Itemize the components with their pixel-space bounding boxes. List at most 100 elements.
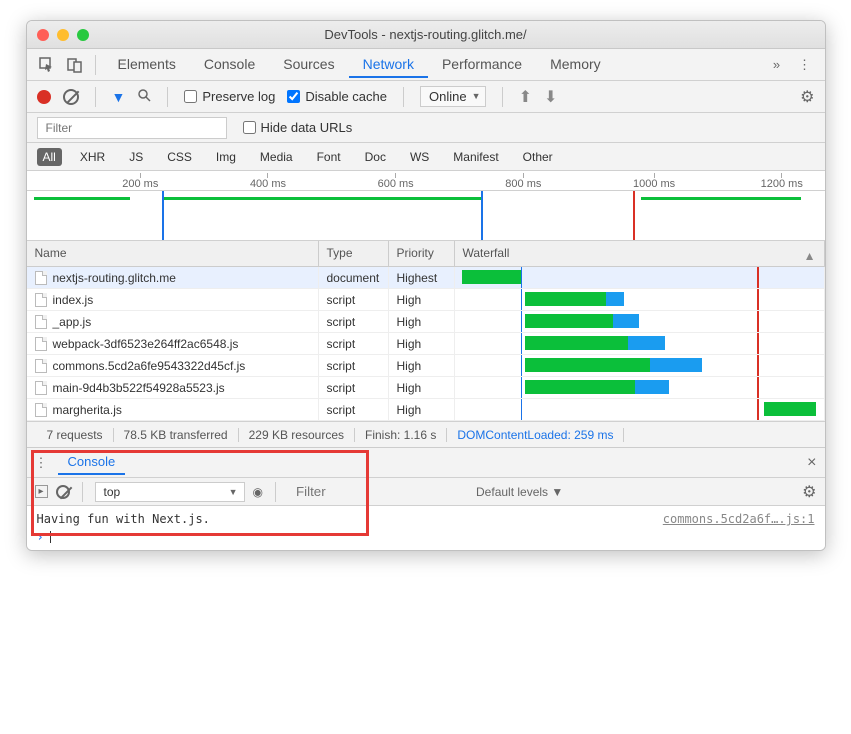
ruler-tick: 600 ms xyxy=(378,173,414,190)
overview-marker-line xyxy=(162,191,164,240)
clear-icon[interactable] xyxy=(63,89,79,105)
request-priority: High xyxy=(389,311,455,332)
type-filter-js[interactable]: JS xyxy=(123,148,149,166)
filter-toggle-icon[interactable]: ▼ xyxy=(112,89,126,105)
status-item: 78.5 KB transferred xyxy=(114,428,239,442)
waterfall-cell xyxy=(455,289,825,310)
overview-bar xyxy=(162,197,481,200)
hide-dataurls-checkbox[interactable]: Hide data URLs xyxy=(243,120,353,135)
filter-bar: Hide data URLs xyxy=(27,113,825,143)
col-priority[interactable]: Priority xyxy=(389,241,455,266)
drawer-kebab-icon[interactable]: ⋮ xyxy=(35,455,48,471)
settings-gear-icon[interactable]: ⚙ xyxy=(800,87,814,107)
type-filter-css[interactable]: CSS xyxy=(161,148,198,166)
console-clear-icon[interactable] xyxy=(56,485,70,499)
ruler-tick: 200 ms xyxy=(122,173,158,190)
console-settings-icon[interactable]: ⚙ xyxy=(802,482,816,502)
request-name: index.js xyxy=(53,293,94,307)
waterfall-bar xyxy=(628,336,665,350)
request-name: main-9d4b3b522f54928a5523.js xyxy=(53,381,225,395)
timeline-overview[interactable] xyxy=(27,191,825,241)
waterfall-bar xyxy=(525,336,628,350)
request-priority: Highest xyxy=(389,267,455,288)
tab-sources[interactable]: Sources xyxy=(269,52,348,78)
disable-cache-checkbox[interactable]: Disable cache xyxy=(287,89,387,104)
zoom-window-button[interactable] xyxy=(77,29,89,41)
tab-console[interactable]: Console xyxy=(190,52,269,78)
console-prompt[interactable]: › xyxy=(27,528,825,546)
status-item[interactable]: DOMContentLoaded: 259 ms xyxy=(447,428,624,442)
type-filter-other[interactable]: Other xyxy=(517,148,559,166)
drawer-tab-console[interactable]: Console xyxy=(58,450,126,475)
type-filter-font[interactable]: Font xyxy=(311,148,347,166)
tab-performance[interactable]: Performance xyxy=(428,52,536,78)
waterfall-bar xyxy=(525,380,636,394)
request-row[interactable]: _app.jsscriptHigh xyxy=(27,311,825,333)
waterfall-cell xyxy=(455,399,825,420)
console-sidebar-toggle-icon[interactable]: ▸ xyxy=(35,485,48,498)
request-name: nextjs-routing.glitch.me xyxy=(53,271,176,285)
request-row[interactable]: commons.5cd2a6fe9543322d45cf.jsscriptHig… xyxy=(27,355,825,377)
filter-input[interactable] xyxy=(37,117,227,139)
type-filter-doc[interactable]: Doc xyxy=(359,148,392,166)
type-filter-manifest[interactable]: Manifest xyxy=(447,148,504,166)
file-icon xyxy=(35,271,47,285)
log-message: Having fun with Next.js. xyxy=(37,512,210,526)
col-waterfall[interactable]: Waterfall▲ xyxy=(455,241,825,266)
file-icon xyxy=(35,337,47,351)
request-type: script xyxy=(319,311,389,332)
overview-bar xyxy=(34,197,130,200)
log-levels-select[interactable]: Default levels ▼ xyxy=(476,485,563,499)
type-filter-ws[interactable]: WS xyxy=(404,148,435,166)
file-icon xyxy=(35,381,47,395)
request-priority: High xyxy=(389,355,455,376)
upload-har-icon[interactable]: ⬆ xyxy=(519,87,532,107)
request-type: script xyxy=(319,377,389,398)
traffic-lights xyxy=(37,29,89,41)
file-icon xyxy=(35,293,47,307)
log-source-link[interactable]: commons.5cd2a6f….js:1 xyxy=(663,512,815,526)
waterfall-bar xyxy=(606,292,624,306)
timeline-ruler: 200 ms400 ms600 ms800 ms1000 ms1200 ms xyxy=(27,171,825,191)
type-filter-img[interactable]: Img xyxy=(210,148,242,166)
waterfall-bar xyxy=(462,270,521,284)
type-filter-all[interactable]: All xyxy=(37,148,62,166)
tab-elements[interactable]: Elements xyxy=(104,52,190,78)
download-har-icon[interactable]: ⬇ xyxy=(544,87,557,107)
live-expression-icon[interactable]: ◉ xyxy=(253,485,263,499)
console-log-line: Having fun with Next.js. commons.5cd2a6f… xyxy=(27,510,825,528)
type-filter-xhr[interactable]: XHR xyxy=(74,148,111,166)
record-button[interactable] xyxy=(37,90,51,104)
console-filter-input[interactable] xyxy=(288,481,468,502)
kebab-menu-icon[interactable]: ⋮ xyxy=(793,53,817,77)
request-type: script xyxy=(319,399,389,420)
devtools-window: DevTools - nextjs-routing.glitch.me/ Ele… xyxy=(26,20,826,551)
minimize-window-button[interactable] xyxy=(57,29,69,41)
drawer-tabs: ⋮ Console × xyxy=(27,448,825,478)
request-row[interactable]: main-9d4b3b522f54928a5523.jsscriptHigh xyxy=(27,377,825,399)
type-filter-media[interactable]: Media xyxy=(254,148,299,166)
context-select[interactable]: top xyxy=(95,482,245,502)
request-row[interactable]: nextjs-routing.glitch.medocumentHighest xyxy=(27,267,825,289)
request-row[interactable]: webpack-3df6523e264ff2ac6548.jsscriptHig… xyxy=(27,333,825,355)
preserve-log-checkbox[interactable]: Preserve log xyxy=(184,89,275,104)
more-panels-chevron-icon[interactable]: » xyxy=(765,53,789,77)
tab-memory[interactable]: Memory xyxy=(536,52,615,78)
overview-marker-line xyxy=(633,191,635,240)
throttle-select[interactable]: Online xyxy=(420,86,486,107)
request-row[interactable]: margherita.jsscriptHigh xyxy=(27,399,825,421)
waterfall-cell xyxy=(455,333,825,354)
close-window-button[interactable] xyxy=(37,29,49,41)
divider xyxy=(403,87,404,107)
status-item: Finish: 1.16 s xyxy=(355,428,447,442)
request-row[interactable]: index.jsscriptHigh xyxy=(27,289,825,311)
col-type[interactable]: Type xyxy=(319,241,389,266)
device-toggle-icon[interactable] xyxy=(63,53,87,77)
drawer-close-icon[interactable]: × xyxy=(807,454,816,472)
col-name[interactable]: Name xyxy=(27,241,319,266)
search-icon[interactable] xyxy=(137,88,151,105)
inspect-element-icon[interactable] xyxy=(35,53,59,77)
file-icon xyxy=(35,403,47,417)
waterfall-bar xyxy=(525,292,606,306)
tab-network[interactable]: Network xyxy=(349,52,428,78)
